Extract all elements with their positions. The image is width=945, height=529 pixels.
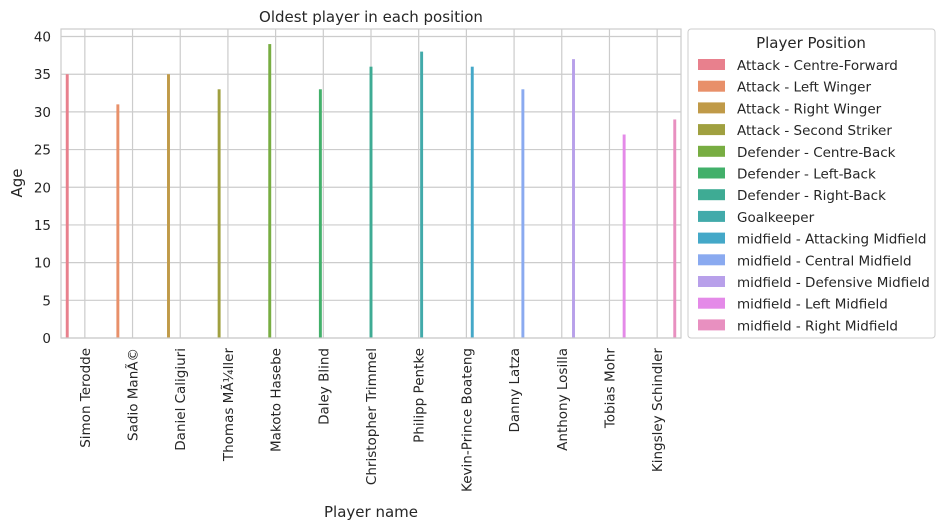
legend-label: midfield - Left Midfield — [737, 297, 888, 313]
legend-label: Goalkeeper — [737, 210, 815, 226]
y-tick-label: 0 — [42, 331, 51, 347]
bar — [572, 59, 575, 339]
y-tick-label: 25 — [34, 143, 51, 159]
legend-swatch — [698, 145, 725, 157]
legend-frame — [687, 28, 936, 339]
y-tick-label: 20 — [34, 180, 51, 196]
legend-swatch — [698, 167, 725, 179]
legend-label: Attack - Centre-Forward — [737, 58, 898, 74]
legend-label: Attack - Left Winger — [737, 80, 871, 96]
gridlines — [61, 29, 681, 339]
legend-label: midfield - Right Midfield — [737, 318, 898, 334]
x-tick-label: Philipp Pentke — [412, 348, 428, 443]
x-tick-labels: Simon Terodde Sadio ManÃ© Daniel Caligiuri… — [78, 348, 666, 492]
bars — [65, 44, 677, 339]
x-axis-title: Player name — [324, 503, 418, 521]
bar — [217, 89, 221, 338]
legend: Player Position Attack - Centre-ForwardA… — [687, 28, 936, 339]
legend-swatch — [698, 189, 725, 201]
bar — [116, 104, 120, 339]
legend-swatch — [698, 232, 725, 244]
legend-swatch — [698, 319, 725, 331]
y-tick-label: 35 — [34, 67, 51, 83]
legend-title: Player Position — [756, 34, 866, 52]
bar — [369, 66, 373, 339]
y-axis-title: Age — [8, 168, 26, 197]
legend-label: Defender - Right-Back — [737, 188, 886, 204]
x-tick-label: Makoto Hasebe — [269, 348, 285, 452]
legend-label: Attack - Right Winger — [737, 101, 882, 117]
y-tick-label: 40 — [34, 30, 51, 46]
bar — [521, 89, 525, 338]
y-tick-labels: 0 5 10 15 20 25 30 35 40 — [34, 30, 51, 347]
legend-label: Defender - Left-Back — [737, 167, 876, 183]
x-tick-label: Christopher Trimmel — [364, 348, 380, 485]
legend-swatch — [698, 276, 725, 287]
legend-label: Attack - Second Striker — [737, 123, 892, 139]
x-tick-label: Daniel Caligiuri — [173, 348, 189, 451]
chart-title: Oldest player in each position — [259, 8, 483, 26]
x-tick-label: Sadio ManÃ© — [125, 348, 142, 441]
y-tick-label: 10 — [34, 256, 51, 272]
legend-label: midfield - Defensive Midfield — [737, 275, 930, 291]
x-tick-label: Kevin-Prince Boateng — [459, 348, 475, 492]
bar — [65, 74, 69, 338]
x-tick-label: Kingsley Schindler — [650, 348, 666, 473]
x-tick-label: Thomas MÃ¼ller — [220, 348, 237, 463]
y-tick-label: 15 — [34, 218, 51, 234]
legend-swatch — [698, 297, 725, 309]
x-tick-label: Tobias Mohr — [602, 348, 618, 430]
x-tick-label: Danny Latza — [507, 348, 523, 433]
x-tick-label: Simon Terodde — [78, 348, 94, 448]
legend-swatch — [698, 59, 725, 70]
plot-frame — [60, 28, 682, 339]
legend-swatch — [698, 210, 725, 222]
bar — [622, 134, 626, 338]
x-tick-label: Anthony Losilla — [555, 348, 571, 451]
bar — [420, 51, 424, 339]
bar — [470, 66, 474, 339]
bar — [318, 89, 322, 338]
bar — [167, 74, 170, 338]
x-tick-label: Daley Blind — [316, 348, 332, 425]
y-tick-label: 30 — [34, 105, 51, 121]
legend-label: midfield - Attacking Midfield — [737, 232, 926, 248]
legend-label: midfield - Central Midfield — [737, 253, 912, 269]
legend-swatch — [698, 124, 725, 136]
legend-swatch — [698, 102, 725, 114]
legend-items: Attack - Centre-Forward Attack - Left Win… — [698, 58, 930, 334]
legend-label: Defender - Centre-Back — [737, 145, 896, 161]
y-tick-label: 5 — [42, 293, 51, 309]
bar — [268, 44, 272, 338]
legend-swatch — [698, 80, 725, 92]
bar — [673, 119, 677, 338]
legend-swatch — [698, 254, 725, 266]
